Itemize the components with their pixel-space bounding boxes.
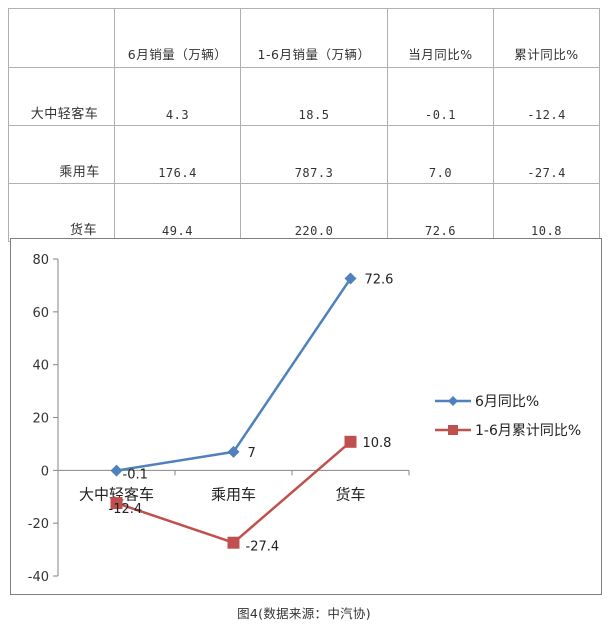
data-point-marker (344, 272, 357, 285)
table-row: 乘用车 176.4 787.3 7.0 -27.4 (8, 125, 600, 184)
legend-marker (448, 425, 458, 435)
chart-data-labels: -0.1 7 72.6 -12.4 -27.4 10.8 (109, 273, 394, 555)
x-category-label: 乘用车 (211, 485, 256, 503)
y-tick-label: 20 (32, 412, 49, 427)
cell-month-yoy: -0.1 (387, 67, 494, 126)
y-tick-label: 60 (32, 306, 49, 321)
cell-month-yoy: 7.0 (387, 125, 494, 184)
y-tick-label: 0 (41, 464, 49, 479)
header-cell-month-yoy: 当月同比% (387, 8, 494, 68)
cell-june-sales: 49.4 (114, 183, 241, 242)
data-label: -27.4 (246, 540, 280, 555)
legend-label: 6月同比% (475, 394, 539, 410)
cell-ytd-sales: 787.3 (240, 125, 388, 184)
y-tick-label: -40 (28, 570, 49, 585)
chart-legend: 6月同比% 1-6月累计同比% (435, 394, 581, 439)
chart-axes: 80 60 40 20 0 -20 -40 大中轻客车 乘用车 货车 (28, 253, 410, 585)
data-label: 10.8 (363, 436, 392, 451)
data-label: -12.4 (109, 502, 143, 517)
table-header-row: 6月销量（万辆） 1-6月销量（万辆） 当月同比% 累计同比% (8, 8, 600, 68)
sales-table: 6月销量（万辆） 1-6月销量（万辆） 当月同比% 累计同比% 大中轻客车 4.… (8, 8, 600, 242)
y-tick-label: 40 (32, 359, 49, 374)
chart-frame: 80 60 40 20 0 -20 -40 大中轻客车 乘用车 货车 -0.1 7 72.6 -12.4… (10, 238, 602, 595)
header-cell-june-sales: 6月销量（万辆） (114, 8, 241, 68)
data-label: 7 (248, 446, 256, 461)
data-point-marker (227, 536, 240, 549)
header-cell-ytd-sales: 1-6月销量（万辆） (240, 8, 388, 68)
cell-ytd-sales: 220.0 (240, 183, 388, 242)
table-row: 货车 49.4 220.0 72.6 10.8 (8, 183, 600, 242)
line-chart: 80 60 40 20 0 -20 -40 大中轻客车 乘用车 货车 -0.1 7 72.6 -12.4… (28, 253, 581, 585)
cell-ytd-yoy: -12.4 (493, 67, 600, 126)
data-point-marker (110, 464, 123, 477)
x-category-label: 大中轻客车 (79, 485, 154, 503)
series-line (116, 277, 352, 472)
row-label: 大中轻客车 (8, 67, 115, 126)
cell-ytd-sales: 18.5 (240, 67, 388, 126)
x-category-label: 货车 (335, 485, 365, 503)
data-point-marker (344, 435, 357, 448)
chart-series (110, 272, 357, 549)
cell-month-yoy: 72.6 (387, 183, 494, 242)
table-row: 大中轻客车 4.3 18.5 -0.1 -12.4 (8, 67, 600, 126)
row-label: 乘用车 (8, 125, 115, 184)
cell-ytd-yoy: -27.4 (493, 125, 600, 184)
data-point-marker (110, 497, 123, 510)
header-cell-empty (8, 8, 115, 68)
legend-marker (448, 396, 458, 406)
figure-caption: 图4(数据来源：中汽协) (237, 606, 371, 621)
cell-ytd-yoy: 10.8 (493, 183, 600, 242)
data-label: -0.1 (123, 468, 148, 483)
cell-june-sales: 176.4 (114, 125, 241, 184)
data-point-marker (227, 445, 240, 458)
y-tick-label: -20 (28, 517, 49, 532)
header-cell-ytd-yoy: 累计同比% (493, 8, 600, 68)
data-label: 72.6 (365, 273, 394, 288)
cell-june-sales: 4.3 (114, 67, 241, 126)
legend-label: 1-6月累计同比% (475, 423, 581, 439)
y-tick-label: 80 (32, 253, 49, 268)
row-label: 货车 (8, 183, 115, 242)
